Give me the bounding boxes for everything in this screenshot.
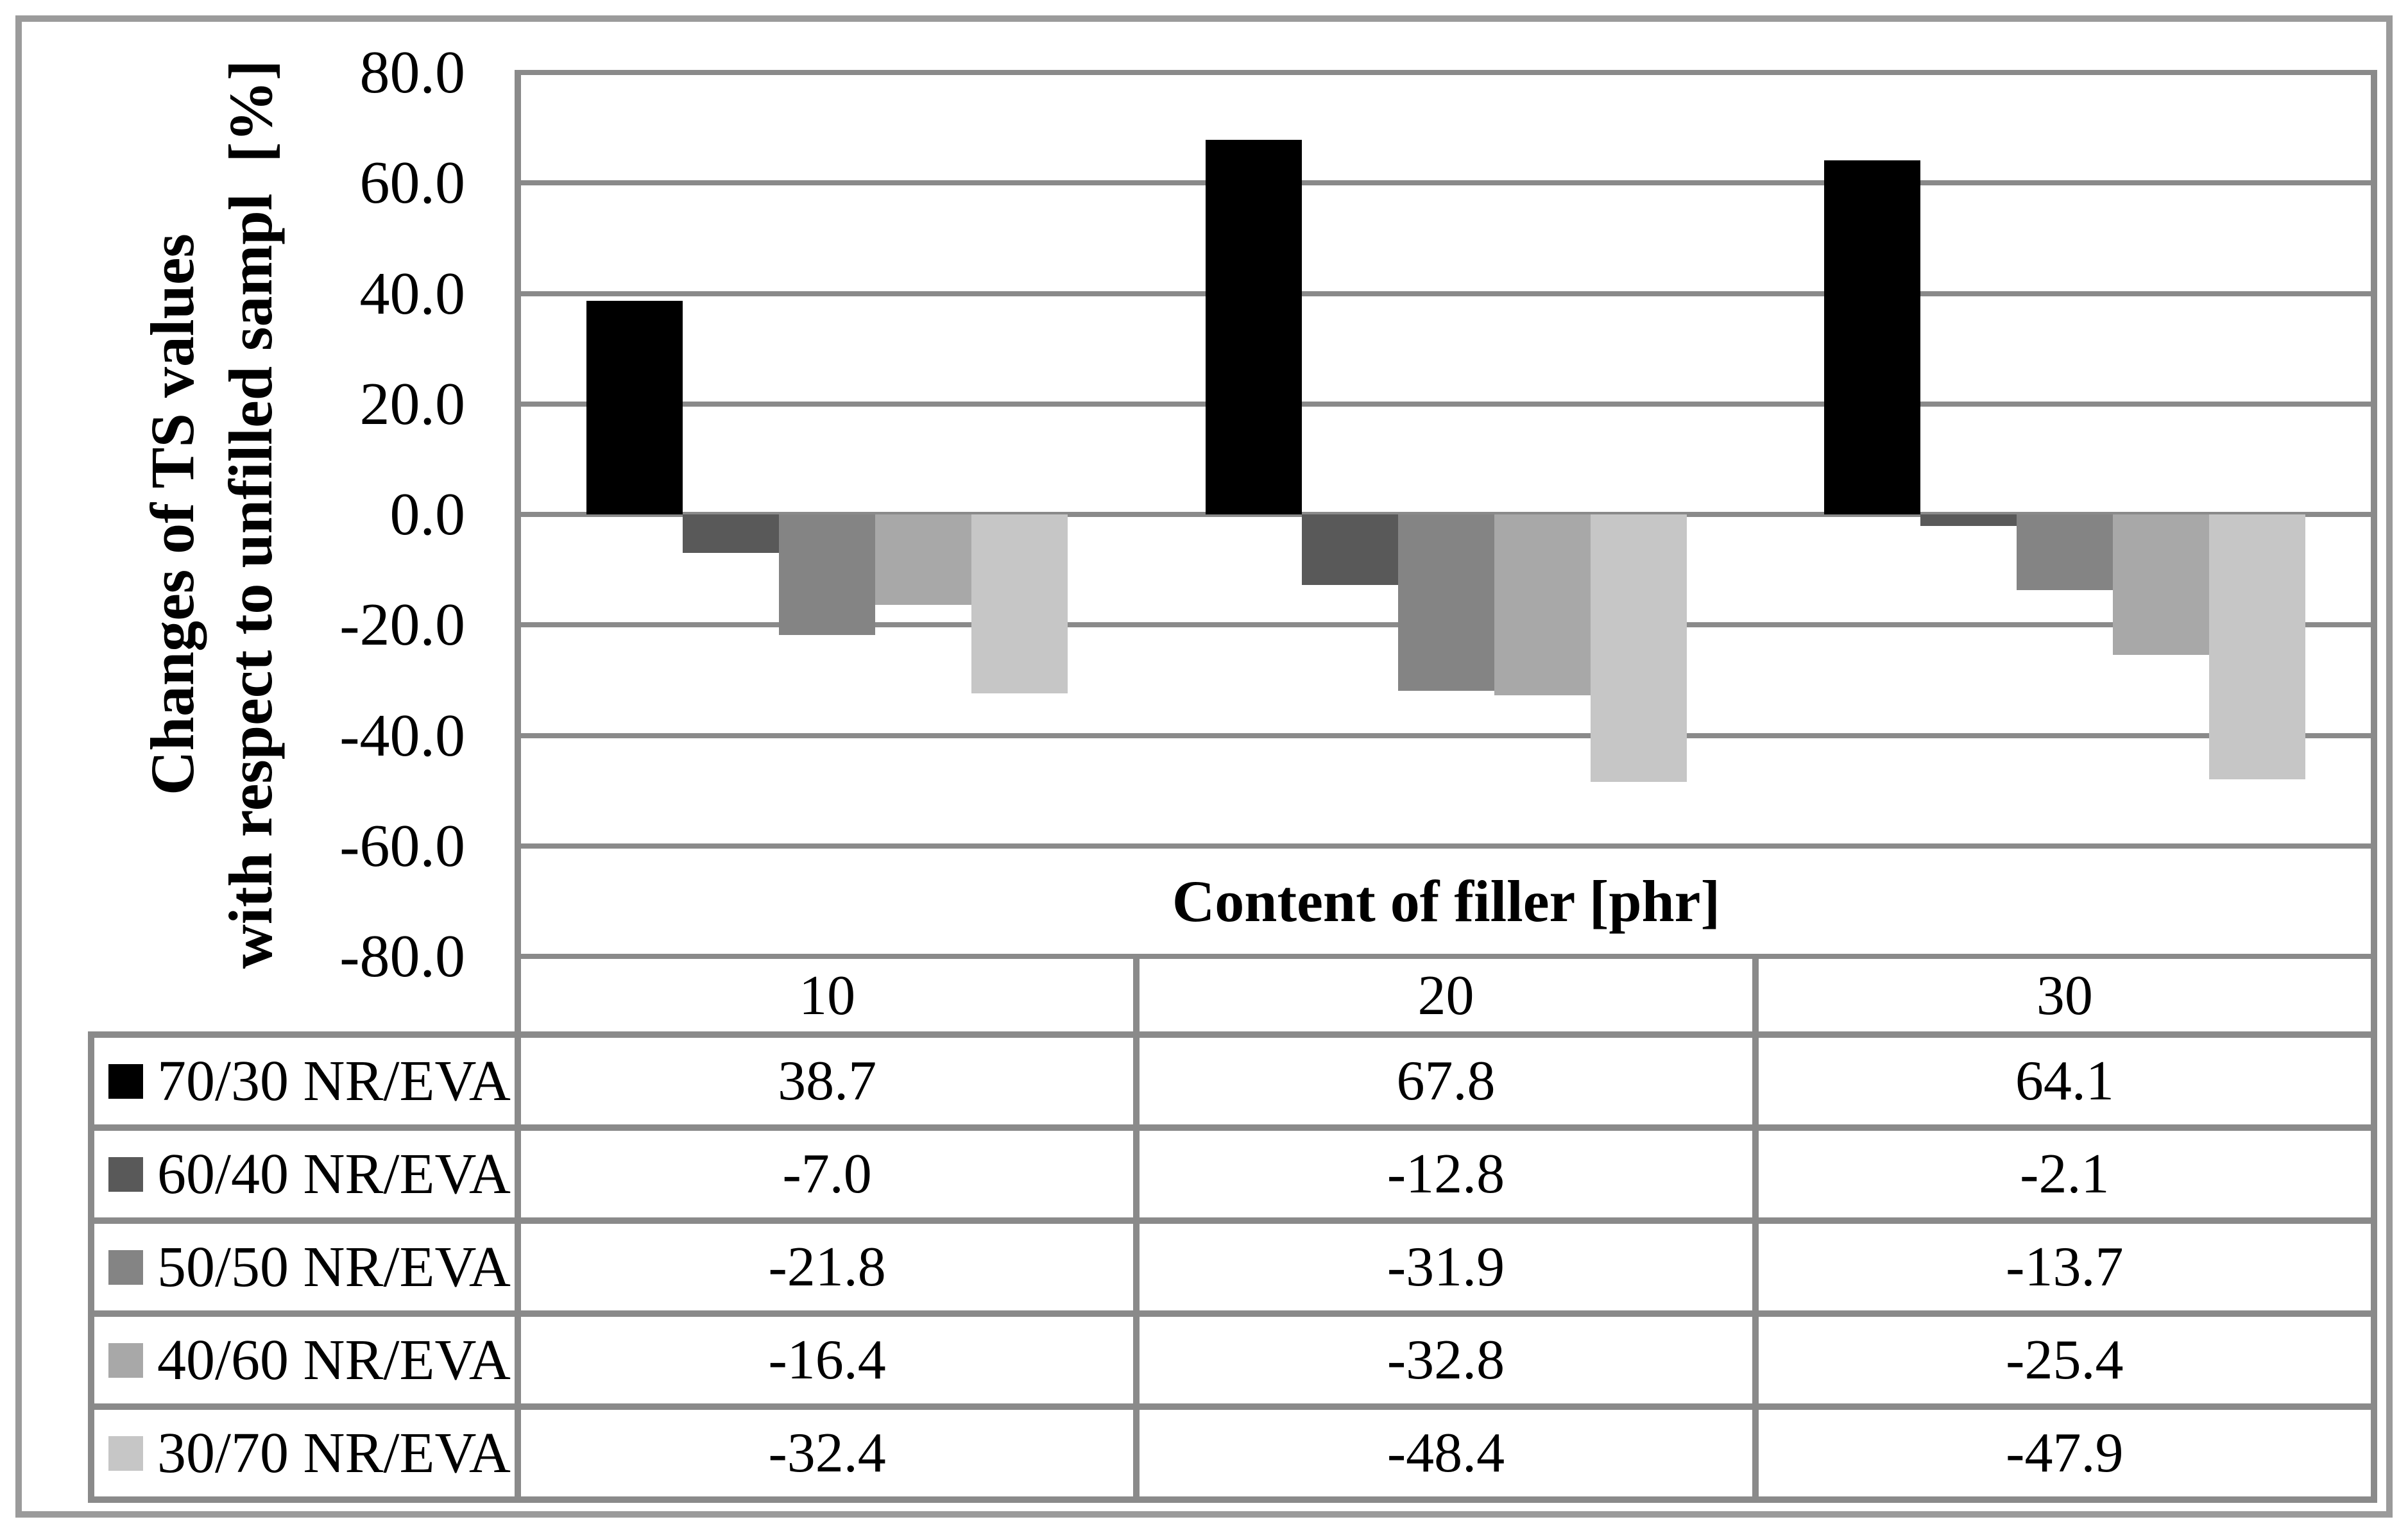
table-value-60-40-NR-EVA-cat-30: -2.1 (2020, 1143, 2110, 1205)
bar-30-70-NR-EVA-cat-10 (971, 514, 1068, 694)
gridline-y-20.0 (518, 401, 2374, 407)
table-value-50-50-NR-EVA-cat-30: -13.7 (2006, 1236, 2124, 1298)
gridline-y-80.0 (518, 70, 2374, 75)
table-value-30-70-NR-EVA-cat-30: -47.9 (2006, 1422, 2124, 1484)
table-value-70-30-NR-EVA-cat-20: 67.8 (1396, 1050, 1496, 1112)
table-row-border-5 (88, 1496, 2377, 1503)
bar-50-50-NR-EVA-cat-30 (2016, 514, 2113, 590)
legend-label: 30/70 NR/EVA (157, 1421, 511, 1485)
bar-70-30-NR-EVA-cat-30 (1823, 160, 1920, 514)
bar-70-30-NR-EVA-cat-20 (1205, 140, 1302, 514)
legend-swatch-icon (108, 1156, 143, 1192)
y-tick-label-40.0: 40.0 (359, 260, 466, 327)
bar-30-70-NR-EVA-cat-30 (2208, 514, 2305, 779)
y-tick-label-0.0: 0.0 (389, 481, 466, 548)
legend-item-50-50-NR-EVA: 50/50 NR/EVA (91, 1221, 518, 1314)
bar-70-30-NR-EVA-cat-10 (586, 300, 683, 514)
legend-swatch-icon (108, 1436, 143, 1471)
bar-60-40-NR-EVA-cat-30 (1920, 514, 2017, 527)
table-row-border-4 (88, 1403, 2377, 1410)
category-label-30: 30 (2036, 964, 2093, 1027)
gridline-y--80.0 (518, 954, 2374, 959)
table-col-divider-2 (1752, 956, 1759, 1503)
legend-left-border (88, 1035, 94, 1503)
category-label-10: 10 (799, 964, 856, 1027)
y-tick-label--40.0: -40.0 (339, 702, 465, 769)
table-value-50-50-NR-EVA-cat-10: -21.8 (768, 1236, 886, 1298)
gridline-y-60.0 (518, 180, 2374, 186)
table-value-60-40-NR-EVA-cat-20: -12.8 (1387, 1143, 1505, 1205)
gridline-y-40.0 (518, 291, 2374, 296)
y-tick-label--60.0: -60.0 (339, 812, 465, 879)
x-axis-title: Content of filler [phr] (1172, 868, 1721, 934)
table-value-60-40-NR-EVA-cat-10: -7.0 (782, 1143, 872, 1205)
y-tick-label-80.0: 80.0 (359, 39, 466, 106)
bar-30-70-NR-EVA-cat-20 (1590, 514, 1687, 782)
legend-label: 70/30 NR/EVA (157, 1049, 511, 1113)
bar-60-40-NR-EVA-cat-10 (683, 514, 780, 554)
y-axis-title-line1: Changes of TS values (138, 233, 207, 795)
table-value-40-60-NR-EVA-cat-30: -25.4 (2006, 1329, 2124, 1391)
gridline-y--40.0 (518, 733, 2374, 738)
table-row-border-0 (88, 1031, 2377, 1038)
bar-60-40-NR-EVA-cat-20 (1301, 514, 1398, 586)
bar-40-60-NR-EVA-cat-20 (1494, 514, 1591, 696)
legend-swatch-icon (108, 1063, 143, 1099)
table-value-30-70-NR-EVA-cat-10: -32.4 (768, 1422, 886, 1484)
legend-item-40-60-NR-EVA: 40/60 NR/EVA (91, 1314, 518, 1407)
legend-label: 60/40 NR/EVA (157, 1142, 511, 1206)
y-tick-label-60.0: 60.0 (359, 149, 466, 217)
table-value-30-70-NR-EVA-cat-20: -48.4 (1387, 1422, 1505, 1484)
table-value-70-30-NR-EVA-cat-30: 64.1 (2015, 1050, 2114, 1112)
bar-50-50-NR-EVA-cat-20 (1397, 514, 1494, 691)
bar-40-60-NR-EVA-cat-10 (875, 514, 972, 606)
table-value-40-60-NR-EVA-cat-20: -32.8 (1387, 1329, 1505, 1391)
gridline-y--60.0 (518, 843, 2374, 849)
bar-40-60-NR-EVA-cat-30 (2112, 514, 2209, 655)
table-row-border-2 (88, 1217, 2377, 1224)
table-value-50-50-NR-EVA-cat-20: -31.9 (1387, 1236, 1505, 1298)
y-tick-label-20.0: 20.0 (359, 370, 466, 437)
legend-item-70-30-NR-EVA: 70/30 NR/EVA (91, 1035, 518, 1128)
legend-label: 50/50 NR/EVA (157, 1235, 511, 1299)
table-row-border-1 (88, 1124, 2377, 1131)
y-tick-label--20.0: -20.0 (339, 591, 465, 659)
legend-swatch-icon (108, 1249, 143, 1285)
legend-swatch-icon (108, 1342, 143, 1378)
table-row-border-3 (88, 1310, 2377, 1317)
table-col-divider-1 (1133, 956, 1140, 1503)
y-axis-line (515, 70, 521, 1503)
table-value-40-60-NR-EVA-cat-10: -16.4 (768, 1329, 886, 1391)
legend-label: 40/60 NR/EVA (157, 1328, 511, 1392)
bar-50-50-NR-EVA-cat-10 (779, 514, 876, 635)
category-label-20: 20 (1417, 964, 1474, 1027)
legend-item-60-40-NR-EVA: 60/40 NR/EVA (91, 1128, 518, 1221)
plot-right-border (2371, 70, 2377, 1503)
legend-item-30-70-NR-EVA: 30/70 NR/EVA (91, 1407, 518, 1500)
table-value-70-30-NR-EVA-cat-10: 38.7 (778, 1050, 877, 1112)
y-tick-label--80.0: -80.0 (339, 923, 465, 990)
